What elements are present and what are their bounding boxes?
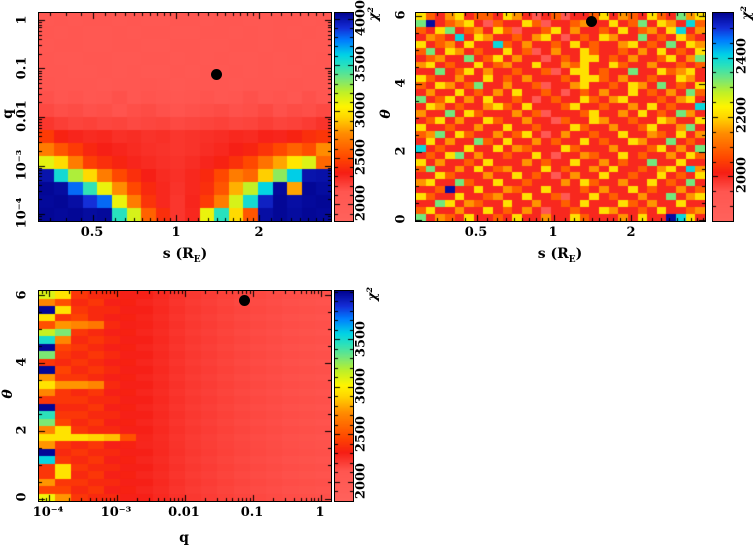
- y-tick-label: 4: [14, 357, 30, 367]
- heatmap-s-vs-theta: [415, 12, 706, 222]
- y-tick-label: 0: [393, 214, 409, 224]
- x-tick-label: 2: [254, 225, 264, 240]
- y-tick-label: 10⁻⁴: [14, 197, 30, 229]
- colorbar-tick-label: 2200: [734, 96, 750, 134]
- y-tick-label: 6: [14, 290, 30, 300]
- heatmap-s-vs-q: [38, 12, 332, 222]
- colorbar-tick-label: 3000: [353, 367, 369, 405]
- x-tick-label: 1: [171, 225, 181, 240]
- y-tick-label: 0.1: [14, 56, 30, 80]
- best-fit-marker-s-theta: [586, 15, 598, 27]
- x-tick-label: 2: [626, 225, 636, 240]
- colorbar-s-vs-theta: [712, 12, 734, 222]
- colorbar-tick-label: 3500: [353, 45, 369, 83]
- y-tick-label: 2: [14, 425, 30, 435]
- heatmap-q-vs-theta: [38, 290, 332, 502]
- colorbar-tick-label: 2400: [734, 37, 750, 75]
- y-tick-label: 1: [14, 15, 30, 25]
- colorbar-tick-label: 3500: [353, 320, 369, 358]
- y-axis-title: θ: [0, 389, 16, 399]
- colorbar-tick-label: 2000: [353, 184, 369, 222]
- x-tick-label: 10⁻³: [100, 505, 132, 520]
- colorbar-title-chi2: χ²: [366, 6, 382, 22]
- colorbar-tick-label: 2000: [734, 156, 750, 194]
- x-axis-title: s (RE): [162, 246, 208, 265]
- y-tick-label: 2: [393, 146, 409, 156]
- y-tick-label: 10⁻³: [14, 149, 30, 181]
- x-tick-label: 0.5: [80, 225, 104, 240]
- best-fit-marker-s-q: [211, 69, 223, 81]
- x-tick-label: 0.1: [240, 505, 264, 520]
- y-tick-label: 0: [14, 492, 30, 502]
- y-axis-title: q: [0, 109, 16, 119]
- x-tick-label: 0.5: [464, 225, 488, 240]
- x-axis-title: s (RE): [537, 246, 583, 265]
- y-tick-label: 0.01: [14, 100, 30, 132]
- colorbar-tick-label: 2500: [353, 415, 369, 453]
- colorbar-title-chi2: χ²: [739, 5, 754, 21]
- colorbar-tick-label: 2500: [353, 138, 369, 176]
- colorbar-title-chi2: χ²: [365, 286, 381, 302]
- x-tick-label: 0.01: [168, 505, 200, 520]
- x-tick-label: 1: [548, 225, 558, 240]
- colorbar-tick-label: 3000: [353, 91, 369, 129]
- colorbar-s-vs-q: [334, 12, 354, 222]
- y-axis-title: θ: [378, 109, 394, 119]
- x-tick-label: 10⁻⁴: [32, 505, 64, 520]
- colorbar-q-vs-theta: [334, 290, 354, 502]
- y-tick-label: 4: [393, 78, 409, 88]
- x-tick-label: 1: [315, 505, 325, 520]
- x-axis-title: q: [179, 530, 189, 546]
- y-tick-label: 6: [393, 10, 409, 20]
- colorbar-tick-label: 2000: [353, 462, 369, 500]
- best-fit-marker-q-theta: [238, 294, 250, 306]
